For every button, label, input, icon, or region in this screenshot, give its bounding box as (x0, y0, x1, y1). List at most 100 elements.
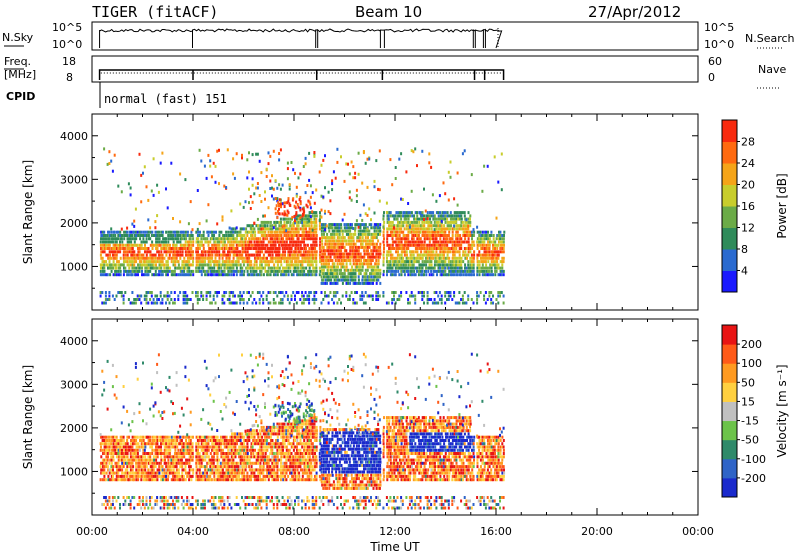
heatmap-cell (361, 262, 364, 266)
heatmap-cell (141, 269, 143, 273)
heatmap-cell (431, 253, 434, 257)
heatmap-cell (150, 291, 153, 294)
heatmap-cell (149, 468, 152, 472)
heatmap-cell (467, 298, 470, 301)
heatmap-cell (159, 499, 162, 503)
heatmap-cell (294, 269, 297, 273)
heatmap-cell (161, 474, 164, 478)
heatmap-cell (366, 157, 369, 161)
heatmap-cell (493, 250, 496, 254)
heatmap-cell (181, 263, 184, 267)
heatmap-cell (464, 256, 467, 260)
heatmap-cell (400, 240, 403, 244)
heatmap-cell (340, 226, 343, 230)
heatmap-cell (106, 162, 109, 166)
heatmap-cell (467, 217, 470, 221)
heatmap-cell (462, 227, 464, 231)
heatmap-cell (473, 253, 476, 257)
heatmap-cell (156, 474, 159, 478)
heatmap-cell (123, 230, 126, 234)
heatmap-cell (129, 452, 132, 455)
heatmap-cell (312, 230, 315, 234)
heatmap-cell (483, 250, 486, 254)
heatmap-cell (166, 499, 169, 503)
heatmap-cell (145, 256, 148, 260)
heatmap-cell (322, 195, 325, 199)
heatmap-cell (195, 253, 198, 257)
heatmap-cell (308, 256, 311, 260)
heatmap-cell (305, 237, 308, 241)
heatmap-cell (302, 165, 305, 168)
heatmap-cell (135, 260, 138, 264)
heatmap-cell (204, 253, 207, 257)
heatmap-cell (154, 465, 157, 469)
heatmap-cell (382, 225, 385, 229)
heatmap-cell (378, 294, 381, 298)
heatmap-cell (333, 245, 336, 249)
heatmap-cell (435, 211, 438, 215)
heatmap-cell (391, 291, 394, 294)
heatmap-cell (276, 294, 279, 298)
heatmap-cell (131, 263, 134, 267)
heatmap-cell (371, 239, 374, 243)
heatmap-cell (400, 211, 403, 215)
heatmap-cell (145, 478, 148, 482)
heatmap-cell (103, 442, 106, 446)
heatmap-cell (375, 272, 378, 276)
heatmap-cell (184, 240, 187, 244)
heatmap-cell (439, 237, 442, 241)
heatmap-cell (421, 214, 424, 217)
heatmap-cell (281, 247, 284, 250)
heatmap-cell (310, 260, 312, 264)
heatmap-cell (111, 294, 114, 298)
heatmap-cell (481, 273, 484, 277)
heatmap-cell (184, 471, 187, 475)
heatmap-cell (150, 301, 153, 305)
heatmap-cell (209, 301, 212, 305)
heatmap-cell (258, 227, 261, 231)
heatmap-cell (137, 234, 140, 237)
heatmap-cell (181, 243, 184, 247)
heatmap-cell (149, 256, 152, 260)
heatmap-cell (330, 268, 332, 272)
heatmap-cell (304, 250, 307, 254)
heatmap-cell (133, 442, 136, 446)
heatmap-cell (184, 247, 187, 250)
heatmap-cell (121, 468, 124, 472)
heatmap-cell (414, 243, 417, 247)
heatmap-cell (414, 266, 417, 270)
colorbar-tick-label: 24 (741, 157, 755, 170)
heatmap-cell (110, 461, 113, 465)
heatmap-cell (320, 291, 323, 294)
heatmap-cell (462, 240, 465, 244)
heatmap-cell (496, 253, 499, 257)
heatmap-cell (435, 237, 438, 241)
heatmap-cell (181, 478, 184, 482)
heatmap-cell (250, 240, 253, 244)
heatmap-cell (341, 272, 344, 276)
heatmap-cell (131, 435, 134, 439)
heatmap-cell (113, 435, 116, 439)
heatmap-cell (228, 291, 231, 294)
heatmap-cell (105, 471, 108, 475)
heatmap-cell (377, 294, 380, 298)
heatmap-cell (158, 445, 160, 449)
heatmap-cell (106, 439, 109, 442)
heatmap-cell (115, 273, 118, 277)
heatmap-cell (267, 230, 270, 234)
heatmap-cell (120, 439, 123, 442)
heatmap-cell (206, 273, 209, 277)
heatmap-cell (212, 161, 215, 165)
heatmap-cell (345, 162, 348, 166)
heatmap-cell (416, 240, 419, 244)
heatmap-cell (176, 230, 178, 234)
heatmap-cell (186, 263, 189, 267)
heatmap-cell (160, 260, 163, 264)
heatmap-cell (126, 253, 129, 257)
heatmap-cell (467, 269, 470, 273)
heatmap-cell (333, 252, 336, 256)
heatmap-cell (121, 263, 124, 267)
heatmap-cell (113, 230, 116, 234)
heatmap-cell (423, 218, 425, 221)
heatmap-cell (140, 506, 143, 510)
